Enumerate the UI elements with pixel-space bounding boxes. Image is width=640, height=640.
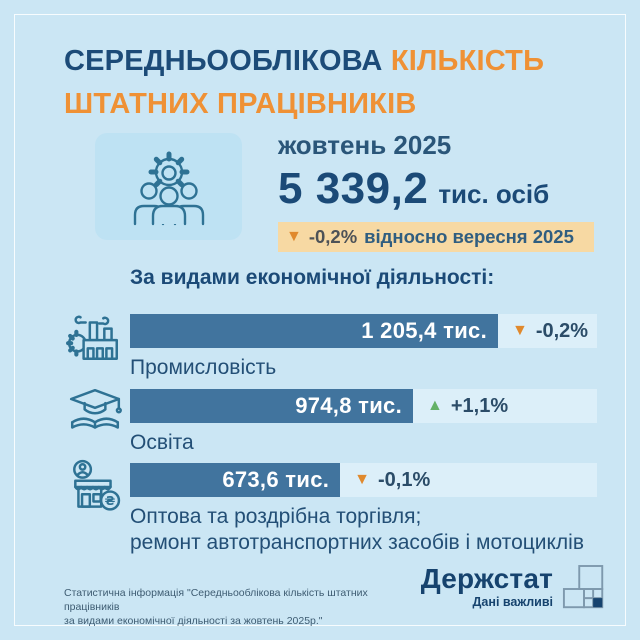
change-indicator: ▼ -0,1% — [340, 463, 430, 497]
logo-tagline: Дані важливі — [472, 595, 553, 609]
change-indicator: ▲ +1,1% — [413, 389, 508, 423]
title-line-1: СЕРЕДНЬООБЛІКОВА КІЛЬКІСТЬ — [64, 40, 544, 83]
bar-track: 974,8 тис. ▲ +1,1% — [130, 389, 597, 423]
logo-name: Держстат — [420, 563, 553, 594]
bar-value: 974,8 тис. — [295, 393, 402, 418]
factory-icon — [66, 308, 124, 368]
hero-change-pct: -0,2% — [308, 226, 358, 247]
source-note-line-1: Статистична інформація "Середньооблікова… — [64, 587, 368, 613]
bar-row-trade: ₴ 673,6 тис. ▼ -0,1% Оптова та роздрібна… — [0, 459, 640, 556]
derzhstat-logo-icon — [562, 565, 604, 609]
triangle-down-icon: ▼ — [511, 322, 528, 339]
panel-frame — [14, 14, 626, 626]
bar-label: Промисловість — [130, 356, 277, 379]
hero-figures: жовтень 2025 5 339,2 тис. осіб ▼ -0,2% в… — [278, 129, 594, 252]
bar-label: Освіта — [130, 431, 194, 454]
bar-value: 673,6 тис. — [222, 467, 330, 492]
title-line-2: ШТАТНИХ ПРАЦІВНИКІВ — [64, 88, 417, 120]
source-note: Статистична інформація "Середньооблікова… — [64, 586, 414, 628]
triangle-down-icon: ▼ — [354, 471, 370, 488]
workers-gear-icon — [133, 151, 204, 225]
triangle-down-icon: ▼ — [286, 228, 302, 245]
hero-number: 5 339,2 тис. осіб — [278, 164, 594, 214]
workers-icon-card — [95, 133, 242, 240]
hero-unit: тис. осіб — [438, 179, 550, 209]
title-word-orange: КІЛЬКІСТЬ — [390, 45, 545, 77]
hero-change-note: відносно вересня 2025 — [364, 226, 574, 247]
bar-label: Оптова та роздрібна торгівля; ремонт авт… — [130, 504, 640, 556]
change-pct: -0,1% — [377, 468, 431, 491]
bar-track: 673,6 тис. ▼ -0,1% — [130, 463, 597, 497]
title-word-navy: СЕРЕДНЬООБЛІКОВА — [64, 45, 383, 77]
graduation-cap-icon — [66, 383, 124, 443]
triangle-up-icon: ▲ — [427, 397, 443, 414]
bar-industry: 1 205,4 тис. — [130, 314, 498, 348]
derzhstat-logo: Держстат Дані важливі — [390, 564, 608, 614]
hero-value: 5 339,2 — [278, 164, 429, 213]
bar-label-line-2: ремонт автотранспортних засобів і мотоци… — [130, 531, 585, 554]
shop-icon: ₴ — [66, 457, 124, 517]
hero-period: жовтень 2025 — [278, 130, 452, 160]
bar-label-line-1: Оптова та роздрібна торгівля; — [130, 505, 422, 528]
bar-education: 974,8 тис. — [130, 389, 413, 423]
derzhstat-logo-text: Держстат Дані важливі — [420, 563, 553, 610]
bar-track: 1 205,4 тис. ▼ -0,2% — [130, 314, 597, 348]
bar-row-education: 974,8 тис. ▲ +1,1% Освіта — [0, 388, 640, 456]
page-title: СЕРЕДНЬООБЛІКОВА КІЛЬКІСТЬ ШТАТНИХ ПРАЦІ… — [64, 40, 544, 126]
bar-value: 1 205,4 тис. — [361, 318, 487, 343]
change-pct: +1,1% — [450, 394, 509, 417]
bar-row-industry: 1 205,4 тис. ▼ -0,2% Промисловість — [0, 314, 640, 381]
change-pct: -0,2% — [535, 319, 589, 342]
section-heading: За видами економічної діяльності: — [130, 266, 495, 289]
bar-trade: 673,6 тис. — [130, 463, 341, 497]
svg-text:₴: ₴ — [105, 493, 116, 508]
change-indicator: ▼ -0,2% — [498, 314, 588, 348]
hero-change-badge: ▼ -0,2% відносно вересня 2025 — [278, 222, 594, 252]
source-note-line-2: за видами економічної діяльності за жовт… — [64, 615, 323, 627]
